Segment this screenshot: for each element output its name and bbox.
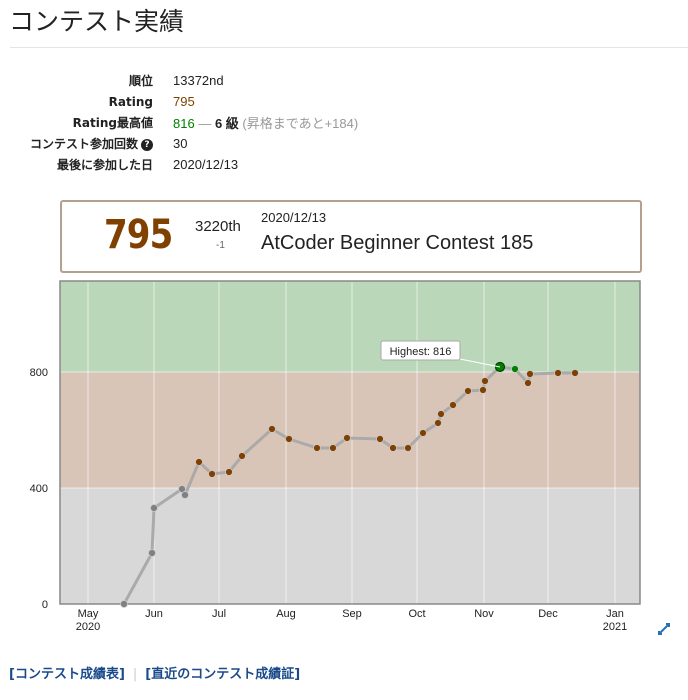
stats-table: 順位 13372nd Rating 795 Rating最高値 816 — 6 … (0, 70, 358, 175)
help-icon[interactable]: ? (141, 138, 153, 151)
highest-label: Rating最高値 (72, 116, 153, 130)
plot-frame (59, 280, 641, 605)
contest-status-card: 795 3220th -1 2020/12/13 AtCoder Beginne… (60, 200, 642, 273)
band-brown (60, 372, 640, 488)
highest-value: 816 (173, 116, 195, 131)
svg-text:0: 0 (42, 599, 48, 611)
band-gray (60, 488, 640, 604)
link-separator: | (132, 667, 138, 682)
gridlines (60, 281, 640, 604)
links-bar: [コンテスト成績表] | [直近のコンテスト成績証] (9, 663, 300, 682)
y-axis: 0 400 800 (30, 367, 48, 611)
rating-value: 795 (173, 94, 195, 109)
stats-row-rating: Rating 795 (0, 91, 358, 112)
tooltip-text: Highest: 816 (389, 346, 452, 358)
rank-label: 順位 (128, 74, 153, 88)
stats-row-last: 最後に参加した日 2020/12/13 (0, 154, 358, 175)
band-green (60, 281, 640, 372)
svg-text:Jan: Jan (606, 608, 624, 620)
highest-sep: — (194, 116, 215, 131)
svg-text:Jun: Jun (145, 608, 163, 620)
svg-text:2020: 2020 (76, 621, 100, 633)
card-date: 2020/12/13 (261, 210, 327, 225)
last-value: 2020/12/13 (173, 157, 239, 172)
stats-row-count: コンテスト参加回数? 30 (0, 133, 358, 154)
rating-label: Rating (108, 94, 153, 109)
svg-text:2021: 2021 (603, 621, 627, 633)
count-label: コンテスト参加回数 (29, 137, 138, 151)
count-value: 30 (173, 136, 188, 151)
last-label: 最後に参加した日 (56, 158, 153, 172)
expand-icon[interactable] (657, 622, 671, 636)
page-title: コンテスト実績 (9, 7, 185, 36)
contest-certificate-link[interactable]: [直近のコンテスト成績証] (145, 667, 301, 682)
stats-row-highest: Rating最高値 816 — 6 級 (昇格まであと+184) (0, 112, 359, 133)
rating-points[interactable] (120, 361, 579, 608)
svg-text:Sep: Sep (342, 608, 362, 620)
card-rating: 795 (104, 212, 173, 258)
svg-text:Jul: Jul (212, 608, 226, 620)
kyu-badge: 6 級 (214, 116, 239, 131)
svg-text:400: 400 (30, 483, 48, 495)
svg-text:Aug: Aug (276, 608, 296, 620)
svg-text:800: 800 (30, 367, 48, 379)
svg-text:Dec: Dec (538, 608, 558, 620)
contest-history-link[interactable]: [コンテスト成績表] (9, 667, 125, 682)
svg-text:May: May (78, 608, 99, 620)
card-place: 3220th (195, 218, 241, 235)
divider (10, 47, 688, 48)
card-diff: -1 (216, 240, 225, 251)
highest-tooltip (380, 340, 461, 361)
svg-text:Oct: Oct (408, 608, 425, 620)
card-contest-name: AtCoder Beginner Contest 185 (261, 232, 534, 254)
promotion-note: (昇格まであと+184) (238, 116, 359, 131)
tooltip-leader (459, 358, 501, 368)
rank-value: 13372nd (173, 73, 224, 88)
stats-row-rank: 順位 13372nd (0, 70, 358, 91)
svg-text:Nov: Nov (474, 608, 494, 620)
